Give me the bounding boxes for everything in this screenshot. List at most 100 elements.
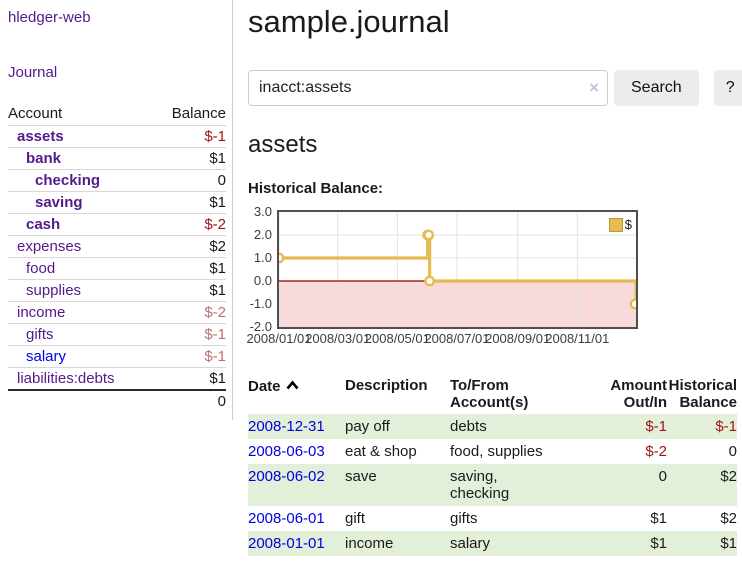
- register-header-amount: Amount Out/In: [610, 377, 667, 411]
- sidebar: hledger-web Journal Account Balance asse…: [8, 0, 226, 412]
- y-axis-tick-label: 1.0: [253, 250, 272, 265]
- y-axis-tick-label: 0.0: [253, 273, 272, 288]
- account-link[interactable]: checking: [35, 172, 101, 189]
- account-balance: $-2: [152, 213, 226, 236]
- account-balance: $-2: [152, 301, 226, 324]
- accounts-total-spacer: [8, 389, 153, 412]
- chart-canvas: [279, 212, 636, 327]
- account-link[interactable]: expenses: [17, 238, 82, 255]
- transaction-accounts: saving, checking: [450, 464, 602, 506]
- transaction-description: eat & shop: [345, 443, 417, 460]
- transaction-accounts: food, supplies: [450, 443, 543, 460]
- account-link[interactable]: saving: [35, 194, 83, 211]
- register-row: 2008-06-01 gift gifts $1 $2: [248, 506, 737, 531]
- account-balance: $1: [152, 279, 226, 302]
- account-row: assets $-1: [8, 125, 226, 148]
- account-balance: $-1: [152, 125, 226, 148]
- account-link[interactable]: food: [26, 260, 56, 277]
- page-title: sample.journal: [248, 4, 450, 39]
- chart-legend: $: [608, 217, 632, 232]
- search-button[interactable]: Search: [614, 70, 699, 106]
- account-row: income $-2: [8, 301, 226, 324]
- register-header-row: Date Description To/From Account(s) Amou…: [248, 374, 737, 414]
- transaction-balance: $2: [667, 464, 737, 506]
- account-balance: 0: [152, 169, 226, 192]
- transaction-date-link[interactable]: 2008-06-03: [248, 443, 325, 460]
- x-axis-tick-label: 2008/07/01: [424, 331, 490, 346]
- clear-search-icon[interactable]: ×: [589, 78, 599, 97]
- help-button[interactable]: ?: [713, 70, 742, 106]
- search-input[interactable]: [248, 70, 608, 106]
- accounts-total-value: 0: [152, 389, 226, 412]
- transaction-date-link[interactable]: 2008-06-01: [248, 510, 325, 527]
- account-balance: $1: [152, 367, 226, 390]
- account-row: bank $1: [8, 147, 226, 170]
- historical-balance-chart: 3.0 2.0 1.0 0.0 -1.0 -2.0 $ 2008/01/01 2008/03…: [246, 205, 738, 352]
- transaction-amount: $-1: [602, 414, 667, 439]
- transaction-date-link[interactable]: 2008-06-02: [248, 468, 325, 485]
- register-header-date[interactable]: Date: [248, 374, 345, 414]
- account-link[interactable]: salary: [26, 348, 67, 365]
- register-row: 2008-01-01 income salary $1 $1: [248, 531, 737, 556]
- transaction-amount: 0: [602, 464, 667, 506]
- account-row: expenses $2: [8, 235, 226, 258]
- account-row: checking 0: [8, 169, 226, 192]
- account-link[interactable]: gifts: [26, 326, 54, 343]
- accounts-table: Account Balance assets $-1 bank $1 checking 0…: [8, 102, 226, 412]
- account-link[interactable]: liabilities:debts: [17, 370, 115, 387]
- transaction-accounts: salary: [450, 531, 602, 556]
- y-axis-tick-label: 3.0: [253, 204, 272, 219]
- register-table: Date Description To/From Account(s) Amou…: [248, 374, 737, 556]
- y-axis-tick-label: 2.0: [253, 227, 272, 242]
- accounts-total-row: 0: [8, 389, 226, 412]
- account-link[interactable]: income: [17, 304, 66, 321]
- account-link[interactable]: assets: [17, 128, 64, 145]
- x-axis-tick-label: 2008/05/01: [364, 331, 430, 346]
- x-axis-tick-label: 2008/11/01: [545, 331, 610, 346]
- search-box: ×: [248, 70, 608, 106]
- account-link[interactable]: cash: [26, 216, 61, 233]
- transaction-accounts: debts: [450, 414, 602, 439]
- y-axis-tick-label: -1.0: [249, 296, 272, 311]
- account-balance: $1: [152, 191, 226, 214]
- transaction-description: save: [345, 464, 450, 506]
- chart-plot-area: $: [277, 210, 638, 329]
- accounts-header-row: Account Balance: [8, 102, 226, 126]
- account-balance: $-1: [152, 345, 226, 368]
- transaction-accounts: gifts: [450, 510, 478, 527]
- transaction-description: gift: [345, 510, 366, 527]
- accounts-header-account: Account: [8, 105, 63, 122]
- register-header-description: Description: [345, 377, 428, 394]
- account-link[interactable]: supplies: [26, 282, 82, 299]
- transaction-balance: $2: [720, 510, 737, 527]
- x-axis-tick-label: 2008/01/01: [246, 331, 312, 346]
- account-link[interactable]: bank: [26, 150, 62, 167]
- legend-swatch-icon: [608, 217, 623, 232]
- transaction-date-link[interactable]: 2008-01-01: [248, 535, 325, 552]
- account-row: saving $1: [8, 191, 226, 214]
- transaction-description: income: [345, 531, 450, 556]
- register-header-balance: Historical Balance: [668, 377, 737, 411]
- chart-title: Historical Balance:: [248, 180, 384, 197]
- app-brand-link[interactable]: hledger-web: [8, 9, 91, 26]
- transaction-amount: $-2: [645, 443, 667, 460]
- register-row: 2008-06-03 eat & shop food, supplies $-2 0: [248, 439, 737, 464]
- legend-label: $: [624, 217, 632, 232]
- search-bar: × Search ?: [248, 70, 742, 106]
- transaction-date-link[interactable]: 2008-12-31: [248, 418, 325, 435]
- account-row: supplies $1: [8, 279, 226, 302]
- transaction-balance: 0: [728, 443, 737, 460]
- register-row: 2008-12-31 pay off debts $-1 $-1: [248, 414, 737, 439]
- account-row: liabilities:debts $1: [8, 367, 226, 390]
- transaction-balance: $-1: [667, 414, 737, 439]
- transaction-amount: $1: [650, 510, 667, 527]
- account-heading: assets: [248, 131, 318, 158]
- account-balance: $1: [152, 147, 226, 170]
- nav-journal-link[interactable]: Journal: [8, 64, 58, 81]
- sort-ascending-icon: [286, 377, 299, 394]
- transaction-amount: $1: [602, 531, 667, 556]
- sidebar-divider: [232, 0, 233, 420]
- account-balance: $-1: [152, 323, 226, 346]
- y-axis-tick-label: -2.0: [249, 319, 272, 334]
- account-row: salary $-1: [8, 345, 226, 368]
